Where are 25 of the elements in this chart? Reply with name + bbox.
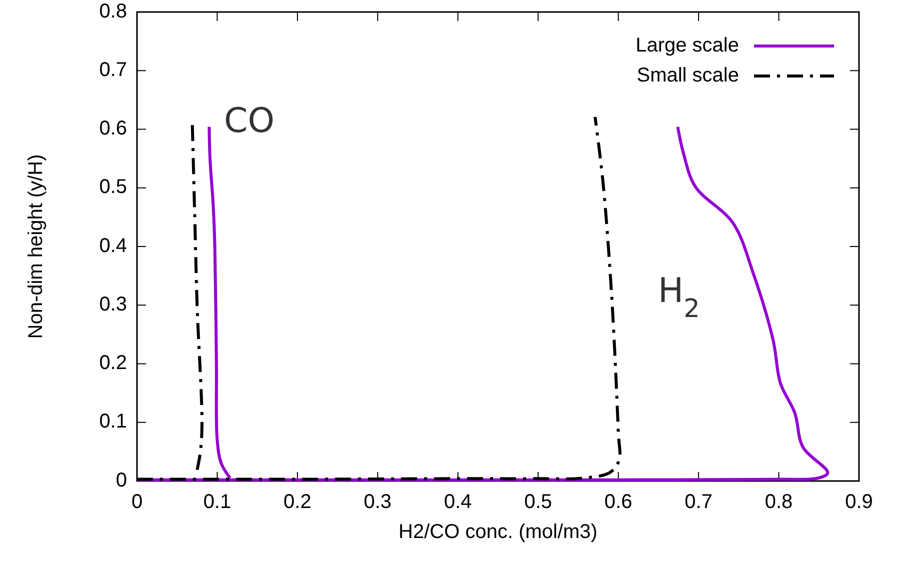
y-tick-label: 0.6 <box>99 118 127 140</box>
x-tick-label: 0.1 <box>203 491 232 513</box>
y-tick-label: 0.7 <box>99 58 127 81</box>
x-tick-label: 0 <box>131 491 143 513</box>
y-tick-label: 0.2 <box>99 352 127 374</box>
y-tick-label: 0.5 <box>99 176 127 198</box>
x-tick-label: 0.7 <box>684 491 712 513</box>
x-tick-label: 0.2 <box>284 491 312 513</box>
legend-label: Small scale <box>636 64 739 86</box>
x-tick-label: 0.6 <box>604 491 632 513</box>
x-axis-title: H2/CO conc. (mol/m3) <box>398 521 598 543</box>
y-tick-label: 0.3 <box>99 293 127 316</box>
y-axis-title: Non-dim height (y/H) <box>25 154 47 339</box>
x-tick-label: 0.5 <box>524 491 552 513</box>
y-tick-label: 0 <box>116 469 127 492</box>
legend-label: Large scale <box>636 34 739 56</box>
annotation: CO <box>224 101 275 141</box>
y-tick-label: 0.1 <box>99 410 127 433</box>
y-tick-label: 0.4 <box>99 234 127 257</box>
annotation: H$_{2}$ <box>658 271 700 324</box>
x-tick-label: 0.9 <box>845 491 873 513</box>
x-tick-label: 0.3 <box>364 491 392 513</box>
y-tick-label: 0.8 <box>99 0 127 22</box>
x-tick-label: 0.8 <box>764 491 793 513</box>
x-tick-label: 0.4 <box>444 491 472 513</box>
